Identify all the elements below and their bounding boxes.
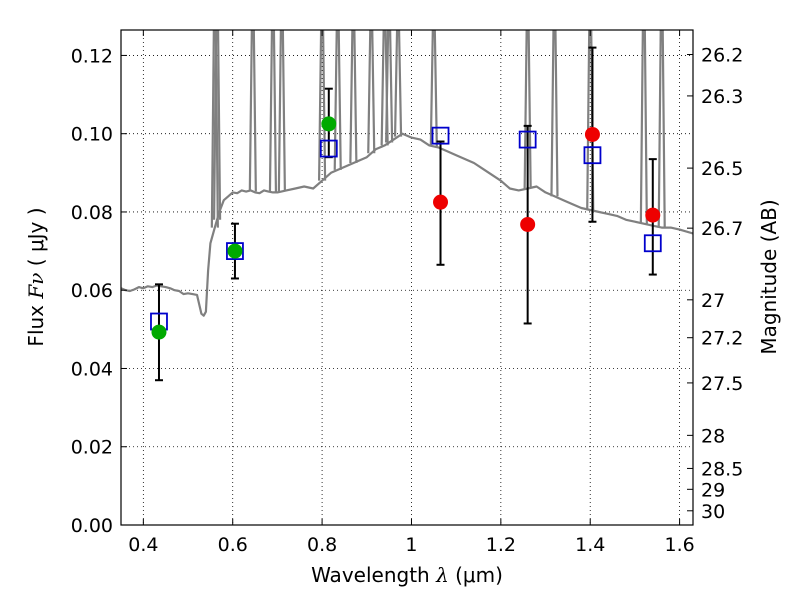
mag-tick-label: 26.3 [701,86,743,108]
observed-green-point [227,243,243,259]
x-tick-label: 1 [405,534,417,556]
mag-tick-label: 27.5 [701,373,743,395]
model-photometry-square [643,234,662,253]
x-tick-label: 0.8 [307,534,337,556]
emission-line-spike [523,30,532,189]
emission-line-spike [429,30,438,147]
mag-tick-label: 27 [701,290,725,312]
x-tick-label: 0.4 [128,534,158,556]
emission-line-spike [550,30,559,197]
observed-green-point [151,324,167,340]
plot-frame [120,29,694,526]
mag-tick-label: 28.5 [701,458,743,480]
observed-red-point [520,216,536,232]
x-tick-label: 0.6 [218,534,248,556]
emission-line-spike [333,30,342,170]
emission-line-spike [210,30,219,228]
y-axis-label: Flux Fν ( μJy ) [24,207,48,346]
emission-line-spike [317,30,327,181]
emission-line-spike [385,30,394,143]
y2-axis-label: Magnitude (AB) [757,199,781,354]
emission-line-spike [248,30,257,192]
ticks: 0.4 0.6 0.8 1 1.2 1.4 1.6 0.00 0.02 0.04 0.06 0.08 0… [71,30,743,556]
observed-red-point [645,207,661,223]
model-photometry-square [226,242,244,260]
mag-tick-label: 28 [701,425,725,447]
mag-tick-label: 26.2 [701,45,743,67]
x-tick-label: 1.2 [486,534,516,556]
model-photometry-square [518,130,537,149]
mag-tick-label: 27.2 [701,328,743,350]
y-tick-label: 0.08 [71,202,113,224]
y-tick-label: 0.10 [71,124,113,146]
model-photometry-square [431,126,450,145]
y-tick-label: 0.12 [71,45,113,67]
x-tick-label: 1.4 [575,534,605,556]
observed-red-point [584,126,600,142]
y-tick-label: 0.04 [71,358,113,380]
emission-line-spike [657,30,666,228]
x-axis-label: Wavelength λ (μm) [311,563,503,587]
y-tick-label: 0.06 [71,280,113,302]
mag-tick-label: 30 [701,501,725,523]
sed-continuum-line [121,132,693,317]
x-tick-label: 1.6 [664,534,694,556]
emission-line-spike [393,30,403,137]
model-photometry-square [583,146,602,165]
y-tick-label: 0.02 [71,437,113,459]
mag-tick-label: 26.7 [701,218,743,240]
y-tick-label: 0.00 [71,515,113,537]
mag-tick-label: 29 [701,479,725,501]
emission-line-spike [277,30,286,192]
marker-layer [150,46,662,382]
observed-green-point [321,116,337,132]
observed-red-point [433,194,449,210]
emission-line-spike [268,30,278,193]
data-layer [121,30,693,317]
model-photometry-square [319,139,338,158]
emission-line-spike [639,30,648,224]
mag-tick-label: 26.5 [701,158,743,180]
emission-line-spike [212,30,222,220]
emission-line-spike [367,30,376,154]
emission-line-spike [349,30,358,164]
